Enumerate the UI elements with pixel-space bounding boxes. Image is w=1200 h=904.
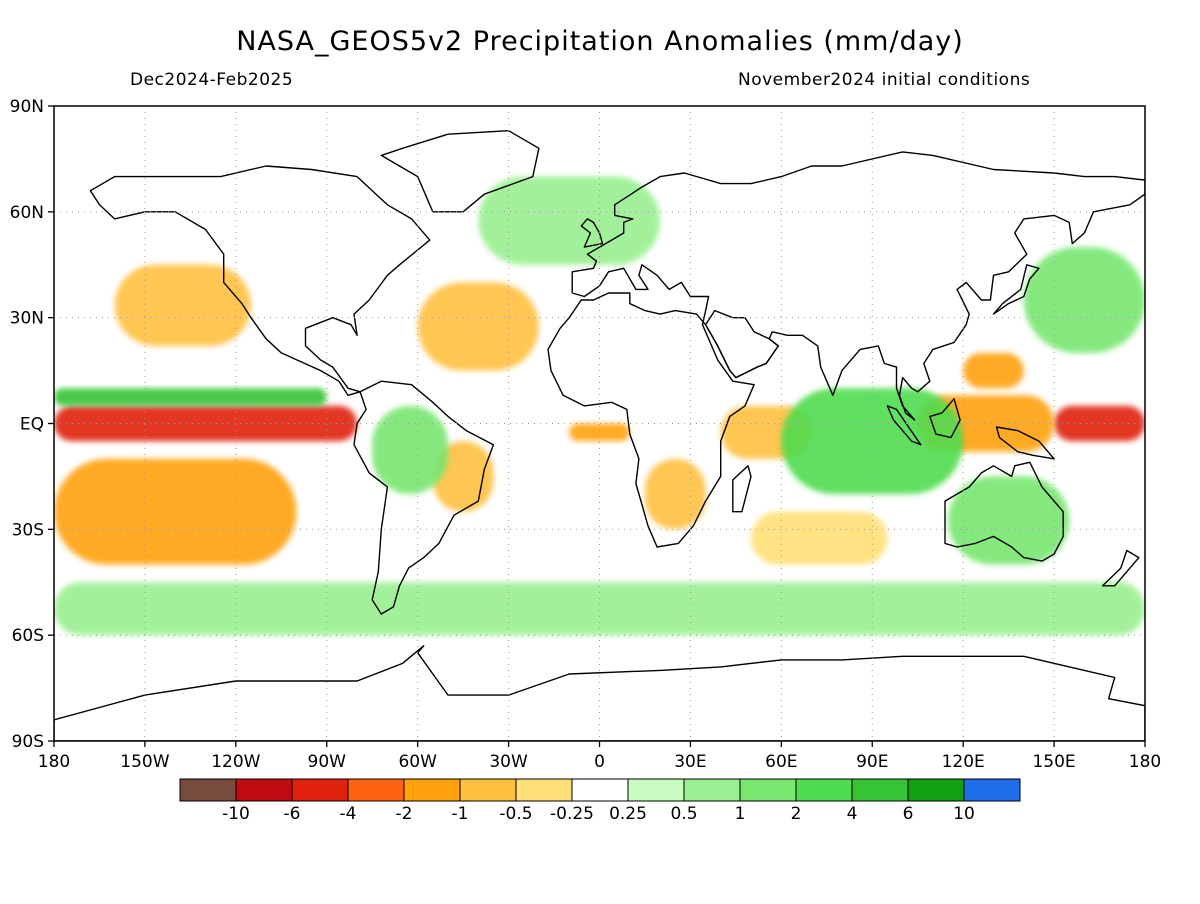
- coastline-antarctica: [54, 645, 1145, 741]
- colorbar-swatch: [739, 778, 797, 802]
- anomaly-field-layer: [54, 176, 1145, 636]
- coastline-new-guinea: [995, 426, 1055, 460]
- colorbar-swatch: [347, 778, 405, 802]
- colorbar-label: -2: [396, 804, 413, 824]
- lat-tick-label: 30N: [10, 309, 44, 329]
- anomaly-brazil-dry: [432, 441, 494, 512]
- lon-tick-label: 60E: [765, 752, 797, 772]
- lon-tick-label: 180: [1129, 752, 1161, 772]
- anomaly-south-america-wet: [372, 405, 448, 495]
- coastline-uk: [580, 218, 604, 248]
- coastline-australia: [944, 461, 1064, 562]
- colorbar-label: -0.25: [550, 804, 594, 824]
- colorbar-swatch: [907, 778, 965, 802]
- colorbar-label: -1: [452, 804, 469, 824]
- anomaly-philippines-dry: [963, 352, 1024, 389]
- coastline-madagascar: [732, 465, 752, 513]
- colorbar-swatch: [291, 778, 349, 802]
- lat-tick-label: 60N: [10, 203, 44, 223]
- anomaly-south-pacific-dry-band: [54, 458, 297, 565]
- lon-tick-label: 180: [38, 752, 70, 772]
- anomaly-southern-africa-dry: [644, 458, 706, 530]
- lat-tick-label: 30S: [12, 520, 44, 540]
- coastline-africa-eurasia: [547, 151, 1145, 548]
- colorbar-label: -4: [340, 804, 357, 824]
- lon-tick-label: 30W: [489, 752, 528, 772]
- colorbar-label: -6: [284, 804, 301, 824]
- colorbar-label: 10: [953, 804, 975, 824]
- colorbar-swatch: [963, 778, 1021, 802]
- anomaly-pacific-itcz-dry-band: [54, 405, 358, 442]
- colorbar-swatch: [795, 778, 853, 802]
- anomaly-indian-ocean-wet: [781, 388, 964, 495]
- anomaly-south-indian-ocean-dry: [751, 511, 888, 565]
- colorbar-label: 4: [847, 804, 858, 824]
- coastline-sumatra: [886, 405, 922, 446]
- anomaly-north-pacific-dry: [114, 264, 251, 346]
- anomaly-central-atlantic-dry: [417, 282, 539, 371]
- colorbar-swatch: [683, 778, 741, 802]
- lon-tick-label: 90W: [308, 752, 347, 772]
- colorbar-swatch: [627, 778, 685, 802]
- lat-tick-label: 90N: [10, 97, 44, 117]
- colorbar-label: -10: [222, 804, 250, 824]
- lon-tick-label: 60W: [398, 752, 437, 772]
- anomaly-north-atlantic-wet: [478, 176, 661, 265]
- anomaly-west-pacific-dry-band: [1054, 405, 1145, 442]
- lon-tick-label: 30E: [674, 752, 706, 772]
- anomaly-australia-wet: [948, 476, 1070, 565]
- colorbar: -10 -6 -4 -2 -1 -0.5 -0.25 0.25 0.5 1 2 4 6 10: [179, 778, 1021, 824]
- lat-tick-label: 60S: [12, 626, 44, 646]
- colorbar-swatch: [403, 778, 461, 802]
- colorbar-label: 0.5: [670, 804, 697, 824]
- coastline-new-zealand: [1101, 549, 1140, 587]
- chart-title: NASA_GEOS5v2 Precipitation Anomalies (mm…: [236, 26, 964, 57]
- colorbar-label: -0.5: [499, 804, 532, 824]
- anomaly-southern-ocean-wet: [54, 582, 1145, 636]
- lat-tick-label: EQ: [20, 415, 44, 435]
- colorbar-swatch: [571, 778, 629, 802]
- coastline-japan: [992, 264, 1040, 315]
- colorbar-label: 1: [735, 804, 746, 824]
- lon-tick-label: 0: [594, 752, 605, 772]
- lon-tick-label: 150W: [120, 752, 169, 772]
- colorbar-swatch: [179, 778, 237, 802]
- lon-tick-label: 90E: [856, 752, 888, 772]
- lon-tick-label: 150E: [1032, 752, 1075, 772]
- anomaly-equatorial-atlantic-dry: [569, 423, 630, 442]
- initial-conditions-label: November2024 initial conditions: [738, 70, 1031, 90]
- coastline-borneo: [929, 398, 961, 439]
- colorbar-label: 6: [903, 804, 914, 824]
- lon-tick-label: 120E: [942, 752, 985, 772]
- colorbar-label: 0.25: [609, 804, 647, 824]
- colorbar-swatch: [235, 778, 293, 802]
- lon-tick-label: 120W: [211, 752, 260, 772]
- colorbar-label: 2: [791, 804, 802, 824]
- coastline-south-america: [353, 380, 495, 615]
- anomaly-north-pacific-itcz-wet: [54, 388, 327, 406]
- anomaly-northwest-pacific-wet: [1023, 247, 1145, 353]
- lat-tick-label: 90S: [12, 732, 44, 752]
- forecast-period-label: Dec2024-Feb2025: [130, 70, 294, 90]
- coastline-north-america: [89, 165, 431, 396]
- colorbar-swatch: [515, 778, 573, 802]
- colorbar-swatch: [851, 778, 909, 802]
- colorbar-swatch: [459, 778, 517, 802]
